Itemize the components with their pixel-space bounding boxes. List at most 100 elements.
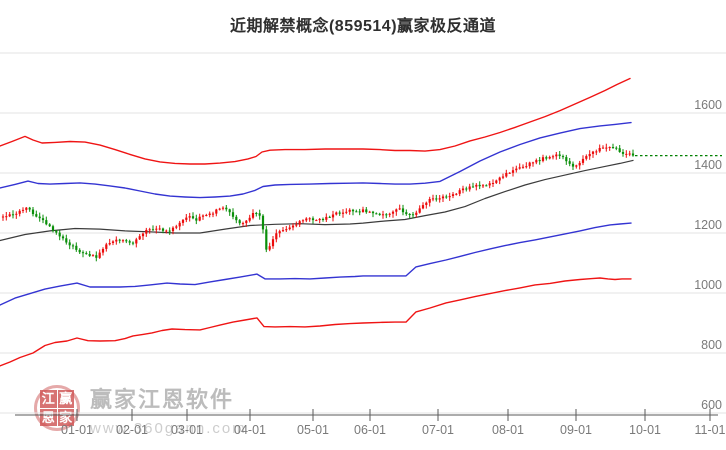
candle-body: [571, 163, 575, 167]
candle-body: [465, 188, 468, 190]
candle-body: [485, 185, 488, 187]
y-axis-label: 800: [701, 338, 722, 352]
channel-line-outer-support-red: [0, 277, 632, 367]
candle-body: [488, 183, 491, 186]
candle-body: [75, 245, 78, 250]
candle-body: [155, 228, 158, 230]
channel-line-mid-trend-black: [0, 159, 634, 242]
candle-body: [125, 240, 128, 242]
candle-body: [91, 255, 95, 257]
x-axis-label: 10-01: [629, 423, 661, 437]
candle-body: [521, 166, 525, 168]
candle-body: [128, 241, 131, 243]
candle-body: [1, 216, 5, 218]
x-axis-label: 08-01: [492, 423, 524, 437]
candle-body: [288, 227, 291, 230]
seal-char: 江: [40, 390, 57, 408]
candle-body: [375, 213, 378, 215]
candle-body: [535, 160, 538, 163]
candle-body: [401, 208, 405, 213]
candle-body: [191, 216, 195, 219]
candle-body: [205, 215, 208, 216]
candle-body: [291, 225, 295, 228]
candle-body: [98, 252, 101, 258]
candle-body: [65, 238, 68, 243]
candle-body: [71, 245, 75, 247]
candle-body: [275, 233, 278, 240]
candle-body: [541, 157, 545, 161]
candle-body: [215, 209, 218, 214]
candle-body: [348, 209, 351, 212]
candle-body: [358, 211, 361, 213]
candle-body: [378, 213, 381, 215]
candle-body: [528, 162, 531, 167]
candle-body: [455, 193, 458, 195]
candle-body: [575, 165, 578, 167]
candle-body: [261, 215, 265, 230]
candle-body: [48, 224, 51, 227]
candle-body: [595, 151, 598, 153]
candle-body: [108, 243, 111, 245]
candle-body: [58, 232, 61, 237]
candle-body: [171, 227, 175, 232]
candle-body: [345, 211, 348, 213]
candle-body: [68, 242, 71, 246]
candle-body: [321, 219, 325, 220]
candle-body: [165, 230, 168, 232]
candle-body: [481, 185, 485, 187]
candle-body: [498, 177, 501, 181]
candle-body: [138, 236, 141, 240]
candle-body: [495, 180, 498, 183]
candle-body: [151, 229, 155, 231]
candle-body: [431, 198, 435, 200]
candle-body: [425, 202, 428, 205]
x-axis-label: 11-01: [694, 423, 725, 437]
candle-body: [361, 209, 365, 212]
candle-body: [395, 209, 398, 212]
candle-body: [268, 246, 271, 250]
candle-body: [248, 217, 251, 221]
candle-body: [331, 214, 335, 218]
candle-body: [428, 199, 431, 203]
candle-body: [45, 220, 48, 225]
candle-body: [611, 147, 615, 148]
candle-body: [61, 236, 65, 239]
x-axis-label: 06-01: [354, 423, 386, 437]
candle-body: [418, 208, 421, 213]
candle-body: [458, 190, 461, 194]
candle-body: [351, 209, 355, 212]
candle-body: [341, 212, 345, 214]
candle-body: [245, 220, 248, 224]
candle-body: [141, 233, 145, 237]
candle-body: [508, 172, 511, 174]
candle-body: [405, 212, 408, 215]
candle-body: [221, 207, 225, 209]
watermark-url: www.360gann.com: [90, 419, 247, 437]
candle-body: [588, 154, 591, 157]
candle-body: [468, 186, 471, 190]
candle-body: [121, 240, 125, 242]
candle-body: [618, 148, 621, 152]
y-axis-label: 600: [701, 398, 722, 412]
candle-body: [438, 198, 441, 200]
candle-body: [561, 156, 565, 158]
candle-body: [415, 212, 418, 215]
candle-body: [78, 249, 81, 253]
x-axis-label: 01-01: [61, 423, 93, 437]
candle-body: [285, 229, 288, 231]
candle-body: [355, 211, 358, 213]
candle-body: [251, 213, 255, 218]
candle-body: [168, 230, 171, 232]
candle-body: [161, 228, 165, 231]
candle-body: [518, 167, 521, 169]
candle-body: [148, 229, 151, 231]
candle-body: [471, 186, 475, 188]
candle-body: [475, 184, 478, 187]
candle-body: [145, 229, 148, 234]
candle-body: [281, 230, 285, 232]
candle-body: [478, 184, 481, 187]
candle-body: [238, 220, 241, 224]
candle-body: [185, 217, 188, 220]
candle-body: [95, 255, 98, 258]
